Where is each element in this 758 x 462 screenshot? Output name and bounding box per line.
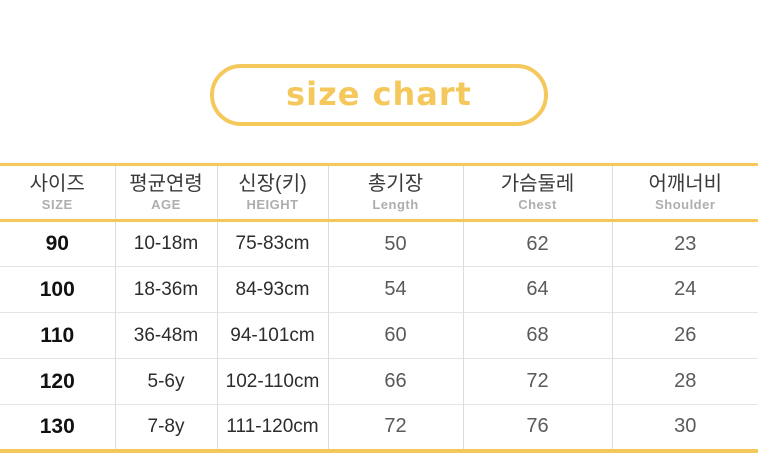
measurement-value-cell: 84-93cm [216, 266, 328, 313]
table-row: 90 10-18m 75-83cm 50 62 23 [0, 220, 758, 267]
measurement-value-cell: 24 [611, 266, 758, 313]
measurement-value-cell: 72 [327, 404, 463, 451]
measurement-value-cell: 36-48m [114, 312, 217, 359]
column-header-english-label: Chest [518, 196, 557, 212]
size-value-cell: 120 [0, 358, 115, 405]
table-row: 100 18-36m 84-93cm 54 64 24 [0, 266, 758, 313]
measurement-value-cell: 50 [327, 220, 463, 267]
measurement-value-cell: 62 [462, 220, 612, 267]
measurement-value-cell: 66 [327, 358, 463, 405]
measurement-value-cell: 94-101cm [216, 312, 328, 359]
size-value-cell: 130 [0, 404, 115, 451]
measurement-value-cell: 26 [611, 312, 758, 359]
column-header-korean-label: 신장(키) [238, 172, 307, 195]
column-header-height: 신장(키) HEIGHT [216, 164, 328, 222]
size-chart-table-body: 90 10-18m 75-83cm 50 62 23 100 18-36m 84-93cm 54 6… [0, 220, 758, 451]
size-value-cell: 100 [0, 266, 115, 313]
measurement-value-cell: 102-110cm [216, 358, 328, 405]
column-header-korean-label: 평균연령 [129, 172, 203, 195]
table-row: 110 36-48m 94-101cm 60 68 26 [0, 312, 758, 359]
column-header-korean-label: 총기장 [367, 172, 424, 195]
measurement-value-cell: 75-83cm [216, 220, 328, 267]
size-chart-title: size chart [286, 74, 472, 113]
column-header-english-label: Shoulder [655, 196, 716, 212]
table-row: 120 5-6y 102-110cm 66 72 28 [0, 358, 758, 405]
measurement-value-cell: 18-36m [114, 266, 217, 313]
size-value-cell: 90 [45, 232, 69, 255]
size-chart-table-head: 사이즈 SIZE 평균연령 AGE 신장(키) HEIGHT 총기장 Length 가슴둘레 Ch… [0, 164, 758, 222]
column-header-chest: 가슴둘레 Chest [462, 164, 612, 222]
column-header-english-label: SIZE [41, 196, 73, 212]
column-header-size: 사이즈 SIZE [0, 164, 115, 222]
size-chart-table: 사이즈 SIZE 평균연령 AGE 신장(키) HEIGHT 총기장 Length 가슴둘레 Ch… [0, 163, 758, 453]
column-header-english-label: AGE [151, 196, 181, 212]
column-header-shoulder: 어깨너비 Shoulder [611, 164, 758, 222]
measurement-value-cell: 23 [611, 220, 758, 267]
column-header-age: 평균연령 AGE [114, 164, 217, 222]
table-row: 130 7-8y 111-120cm 72 76 30 [0, 404, 758, 451]
column-header-korean-label: 어깨너비 [648, 172, 723, 195]
table-header-row: 사이즈 SIZE 평균연령 AGE 신장(키) HEIGHT 총기장 Length 가슴둘레 Ch… [0, 164, 758, 222]
size-value-cell: 110 [0, 312, 115, 359]
measurement-value-cell: 10-18m [114, 220, 217, 267]
column-header-english-label: Length [372, 196, 419, 212]
measurement-value-cell: 54 [327, 266, 463, 313]
column-header-english-label: HEIGHT [246, 196, 299, 212]
measurement-value-cell: 76 [462, 404, 612, 451]
column-header-length: 총기장 Length [327, 164, 463, 222]
column-header-korean-label: 가슴둘레 [500, 172, 575, 195]
measurement-value-cell: 7-8y [114, 404, 217, 451]
measurement-value-cell: 60 [327, 312, 463, 359]
measurement-value-cell: 5-6y [114, 358, 217, 405]
measurement-value-cell: 68 [462, 312, 612, 359]
measurement-value-cell: 30 [611, 404, 758, 451]
measurement-value-cell: 111-120cm [216, 404, 328, 451]
measurement-value-cell: 64 [462, 266, 612, 313]
measurement-value-cell: 28 [611, 358, 758, 405]
size-chart-title-badge: size chart [210, 64, 548, 126]
column-header-korean-label: 사이즈 [29, 172, 85, 195]
measurement-value-cell: 72 [462, 358, 612, 405]
